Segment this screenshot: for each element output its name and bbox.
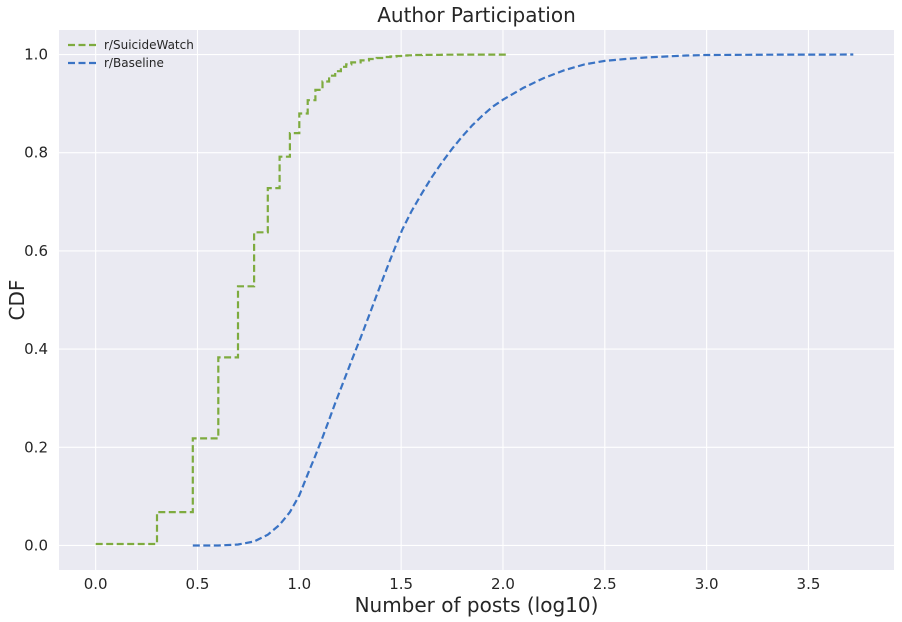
y-tick-label: 1.0 <box>24 46 48 64</box>
x-axis-label: Number of posts (log10) <box>355 593 599 617</box>
x-tick-label: 2.0 <box>491 575 515 593</box>
y-tick-label: 0.4 <box>24 340 48 358</box>
y-tick-label: 0.2 <box>24 438 48 456</box>
series-layer <box>95 53 854 547</box>
x-tick-labels: 0.0 0.5 1.0 1.5 2.0 2.5 3.0 3.5 <box>84 575 821 593</box>
legend-label: r/Baseline <box>104 56 164 70</box>
y-tick-label: 0.8 <box>24 144 48 162</box>
series-line-r-baseline <box>192 53 854 547</box>
x-tick-label: 0.0 <box>84 575 108 593</box>
x-tick-label: 1.5 <box>389 575 413 593</box>
grid-lines <box>59 30 894 570</box>
x-tick-label: 3.0 <box>695 575 719 593</box>
x-tick-label: 0.5 <box>186 575 210 593</box>
series-line-r-suicidewatch <box>95 53 510 546</box>
x-tick-label: 1.0 <box>287 575 311 593</box>
y-tick-labels: 0.0 0.2 0.4 0.6 0.8 1.0 <box>24 46 48 555</box>
y-tick-label: 0.6 <box>24 242 48 260</box>
y-axis-label: CDF <box>5 280 29 321</box>
y-tick-label: 0.0 <box>24 536 48 554</box>
legend: r/SuicideWatch r/Baseline <box>68 38 194 70</box>
x-tick-label: 2.5 <box>593 575 617 593</box>
plot-area <box>59 30 894 570</box>
chart-title: Author Participation <box>377 3 576 27</box>
x-tick-label: 3.5 <box>797 575 821 593</box>
legend-label: r/SuicideWatch <box>104 38 194 52</box>
